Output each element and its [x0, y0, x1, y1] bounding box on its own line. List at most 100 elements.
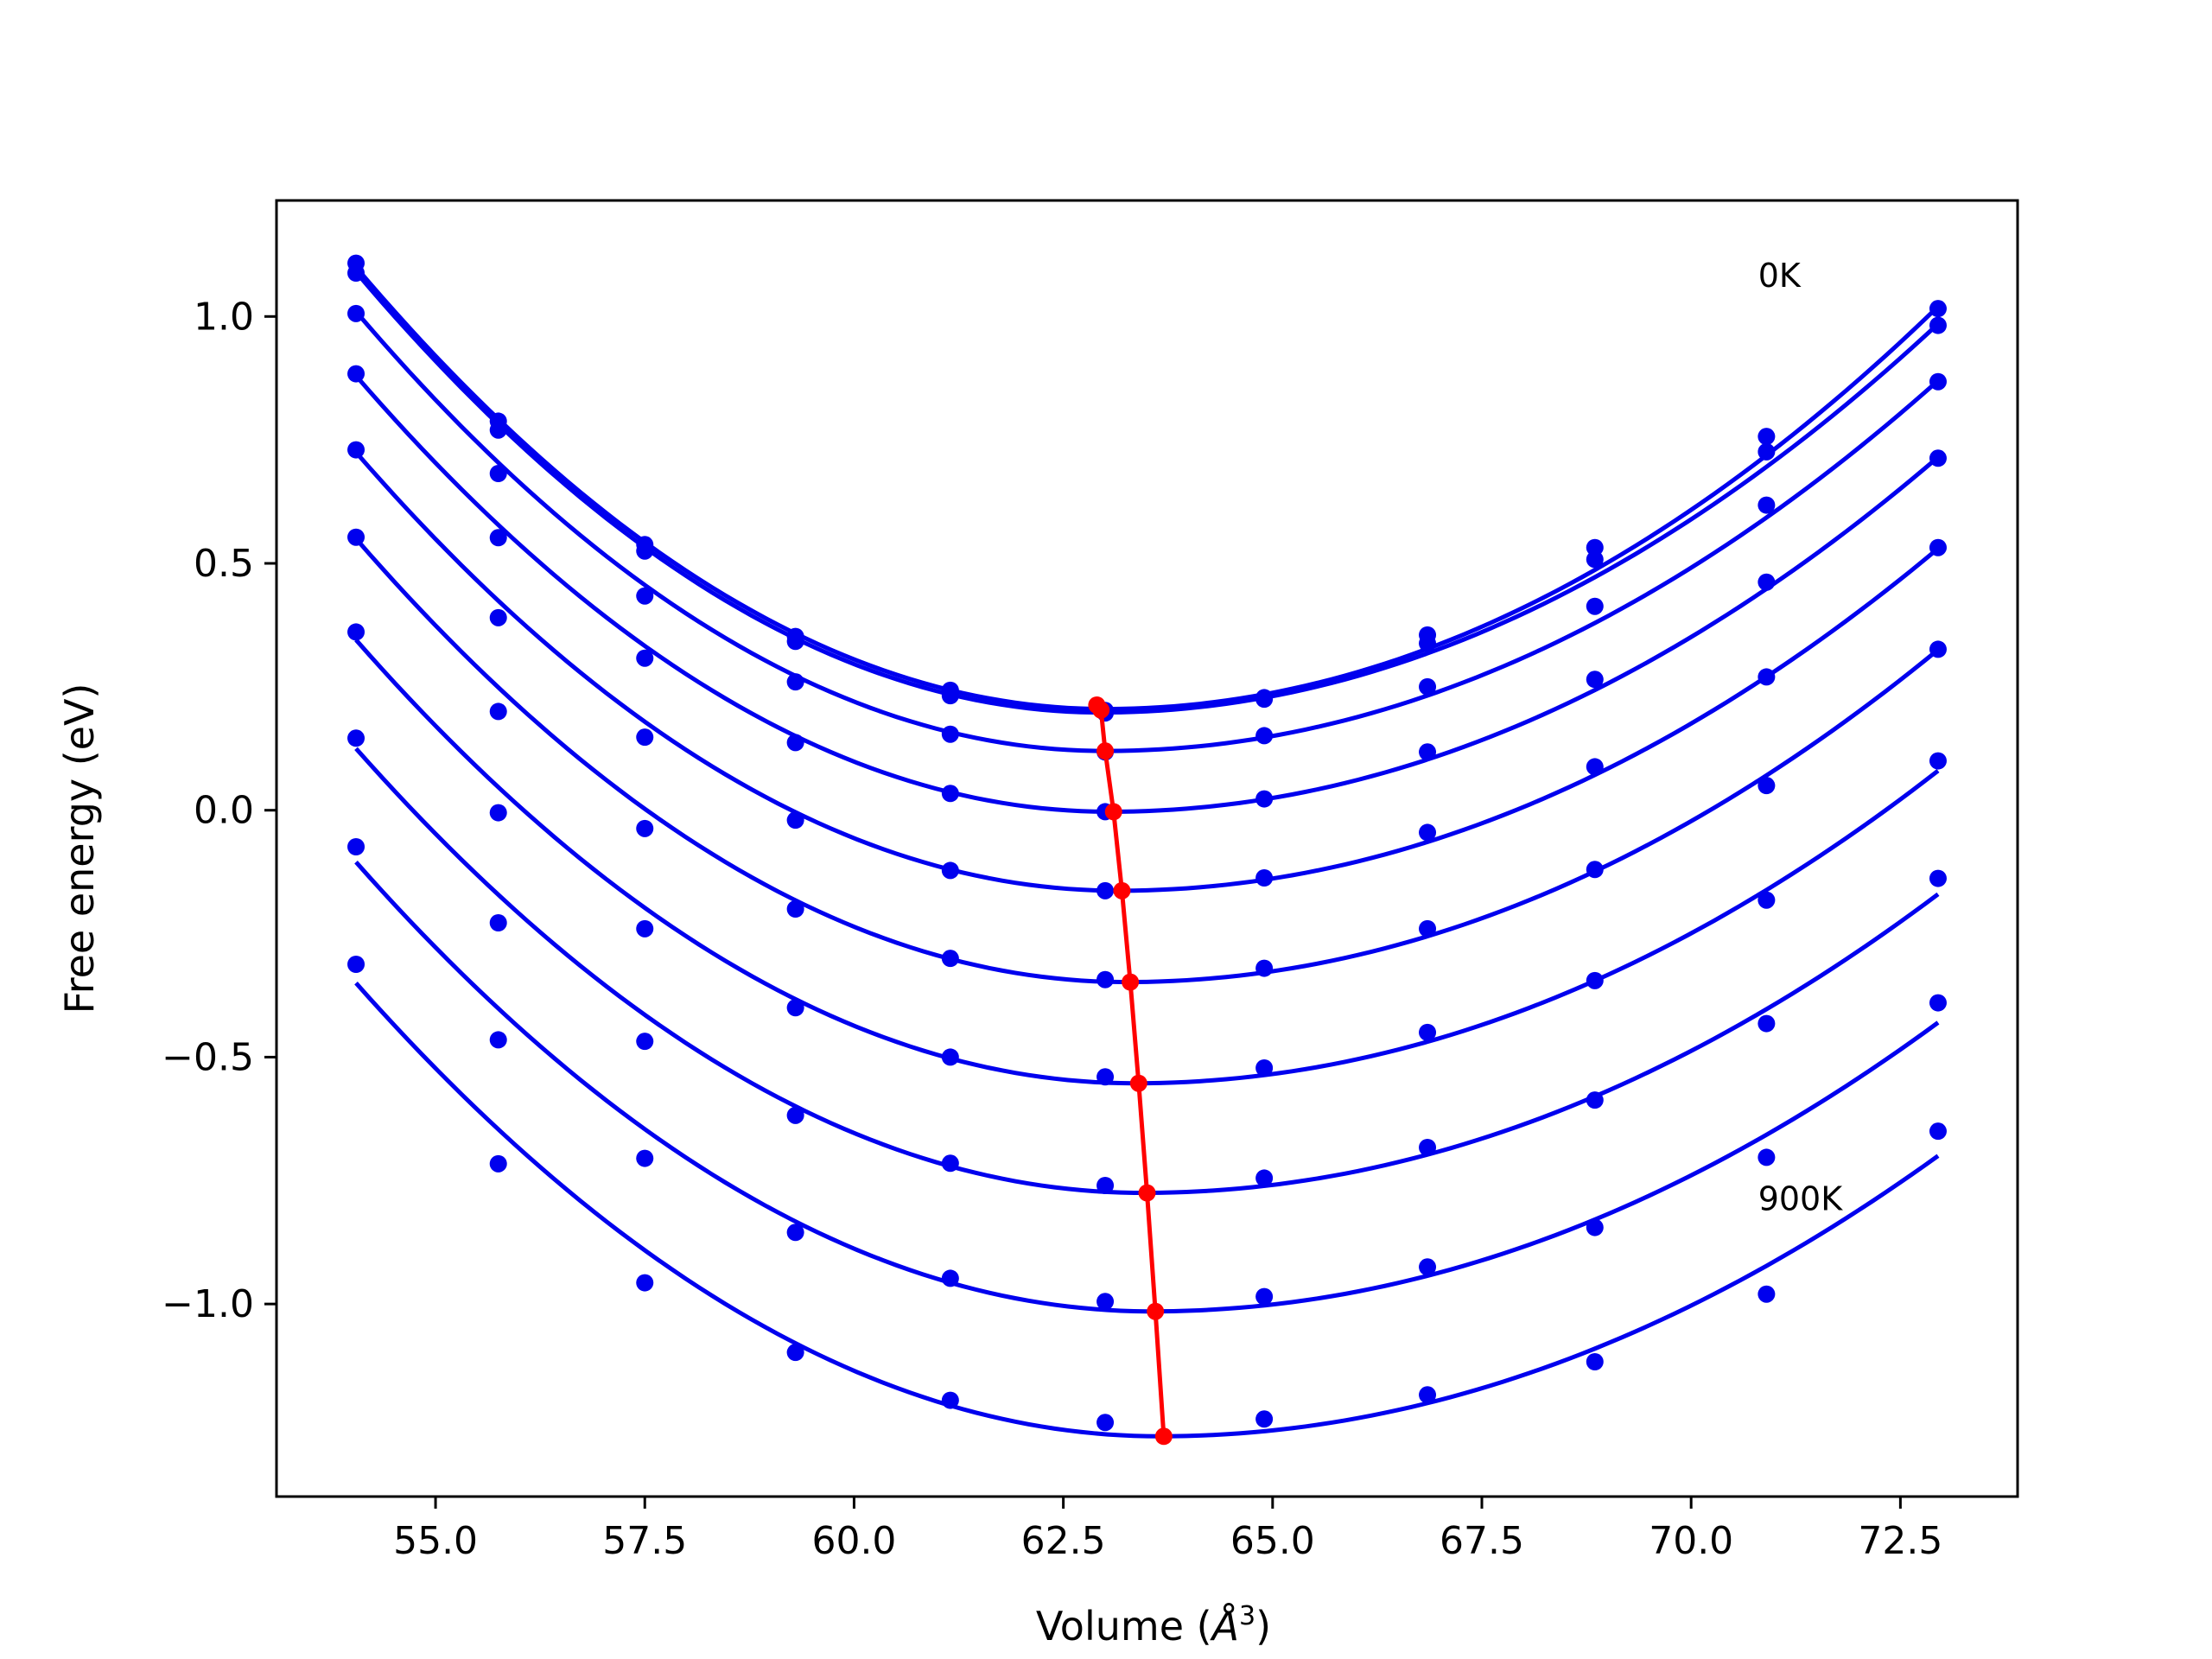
data-point-2-10 [1929, 372, 1947, 391]
minima-point-7 [1138, 1184, 1156, 1202]
data-point-6-5 [1096, 1068, 1115, 1086]
minima-point-5 [1122, 973, 1140, 991]
data-point-6-2 [636, 919, 654, 938]
data-point-7-1 [489, 914, 507, 931]
data-point-4-0 [347, 441, 365, 459]
annotation-0k: 0K [1758, 257, 1802, 295]
data-point-7-7 [1419, 1139, 1437, 1156]
data-point-2-2 [636, 587, 654, 605]
data-point-3-3 [786, 734, 804, 752]
data-point-8-1 [489, 1031, 507, 1049]
fit-curve-3 [354, 374, 1940, 814]
data-point-7-3 [786, 1106, 804, 1124]
fit-curve-5 [354, 537, 1940, 985]
data-point-1-8 [1586, 550, 1604, 569]
data-point-7-4 [941, 1154, 959, 1173]
data-point-5-1 [489, 702, 507, 721]
minima-point-3 [1104, 803, 1122, 821]
data-point-9-9 [1758, 1285, 1776, 1303]
data-point-1-2 [636, 542, 654, 560]
data-point-0-10 [1929, 300, 1947, 318]
data-point-8-2 [636, 1149, 654, 1167]
data-point-5-4 [941, 950, 959, 968]
data-point-7-5 [1096, 1177, 1115, 1194]
x-axis-title: Volume (Å3) [1036, 1601, 1271, 1649]
data-point-5-8 [1586, 861, 1604, 879]
plot-content [347, 254, 1947, 1446]
data-point-6-0 [347, 623, 365, 641]
data-point-1-7 [1419, 634, 1437, 652]
x-tick-label-6: 70.0 [1649, 1519, 1733, 1563]
data-point-3-0 [347, 365, 365, 383]
y-tick-label-2: 0.0 [194, 789, 254, 833]
minima-point-8 [1147, 1302, 1165, 1320]
data-point-8-9 [1758, 1148, 1776, 1166]
x-axis-title-unit: Å [1210, 1603, 1239, 1649]
x-axis-title-exponent: 3 [1239, 1601, 1255, 1631]
data-point-9-2 [636, 1274, 654, 1292]
data-point-6-8 [1586, 971, 1604, 989]
minima-line [1095, 703, 1166, 1437]
minima-point-9 [1154, 1427, 1173, 1446]
data-point-2-3 [786, 673, 804, 691]
data-point-0-9 [1758, 428, 1776, 446]
data-point-7-6 [1255, 1169, 1274, 1187]
annotation-900k: 900K [1758, 1180, 1844, 1218]
data-point-1-3 [786, 632, 804, 651]
minima-point-4 [1113, 881, 1131, 899]
data-point-9-10 [1929, 1122, 1947, 1141]
data-point-6-3 [786, 999, 804, 1017]
data-point-4-2 [636, 728, 654, 747]
data-point-1-9 [1758, 442, 1776, 461]
data-point-3-10 [1929, 449, 1947, 467]
data-point-9-8 [1586, 1353, 1604, 1370]
fit-curve-2 [354, 309, 1940, 753]
data-point-9-7 [1419, 1386, 1437, 1404]
data-point-3-7 [1419, 743, 1437, 761]
x-tick-label-4: 65.0 [1230, 1519, 1315, 1563]
data-point-9-3 [786, 1344, 804, 1362]
data-point-2-6 [1255, 727, 1274, 745]
data-point-8-7 [1419, 1258, 1437, 1276]
x-tick-label-7: 72.5 [1858, 1519, 1942, 1563]
x-tick-label-1: 57.5 [602, 1519, 687, 1563]
x-tick-label-0: 55.0 [393, 1519, 478, 1563]
data-point-8-6 [1255, 1287, 1274, 1306]
data-point-4-3 [786, 811, 804, 830]
fit-curve-9 [354, 982, 1940, 1439]
data-point-6-4 [941, 1048, 959, 1066]
data-point-4-10 [1929, 538, 1947, 556]
x-tick-label-5: 67.5 [1440, 1519, 1524, 1563]
data-point-2-1 [489, 465, 507, 482]
data-point-6-10 [1929, 752, 1947, 770]
data-point-1-10 [1929, 316, 1947, 334]
minima-point-6 [1129, 1074, 1147, 1092]
plot-frame [275, 199, 2019, 1498]
data-point-8-8 [1586, 1218, 1604, 1236]
y-tick-label-4: −1.0 [162, 1282, 254, 1326]
data-point-7-2 [636, 1033, 654, 1051]
data-point-8-4 [941, 1269, 959, 1287]
data-point-2-0 [347, 304, 365, 322]
y-tick-label-1: 0.5 [194, 542, 254, 586]
data-point-2-4 [941, 725, 959, 743]
data-point-4-6 [1255, 869, 1274, 887]
data-point-5-3 [786, 900, 804, 918]
x-tick-label-3: 62.5 [1021, 1519, 1106, 1563]
data-point-3-6 [1255, 790, 1274, 808]
data-point-9-1 [489, 1154, 507, 1173]
data-point-2-8 [1586, 597, 1604, 615]
data-point-2-7 [1419, 677, 1437, 696]
data-point-1-6 [1255, 690, 1274, 709]
data-point-6-6 [1255, 1059, 1274, 1077]
data-point-9-5 [1096, 1414, 1115, 1432]
x-tick-label-2: 60.0 [811, 1519, 896, 1563]
x-axis-title-close: ) [1255, 1603, 1271, 1649]
data-point-6-7 [1419, 1023, 1437, 1041]
data-point-3-1 [489, 529, 507, 547]
data-point-3-8 [1586, 671, 1604, 689]
minima-point-1 [1092, 701, 1110, 719]
data-point-7-0 [347, 729, 365, 747]
